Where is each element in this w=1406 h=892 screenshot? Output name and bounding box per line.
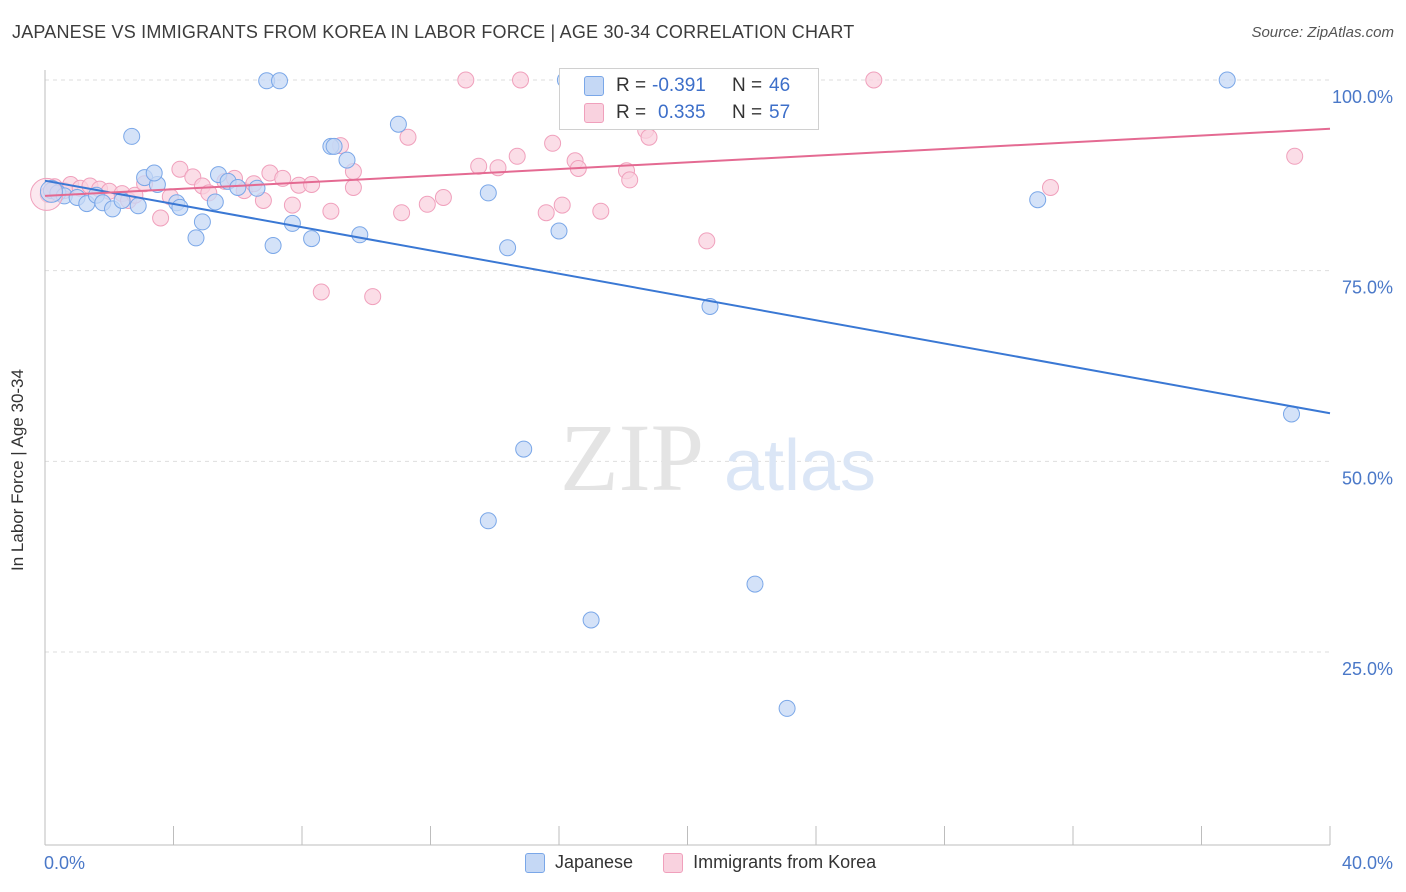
r-label: R = [616,75,647,96]
point-japanese [264,237,282,254]
watermark-zip: ZIP [560,404,704,511]
point-japanese [145,164,163,182]
point-japanese [229,179,247,196]
r-value: -0.391 [652,75,706,96]
point-korea [434,189,452,206]
legend-item-korea: Immigrants from Korea [663,852,876,873]
point-japanese [171,198,189,216]
point-japanese [1218,71,1236,89]
point-japanese [338,151,356,169]
point-korea [553,196,571,214]
bottom-legend: Japanese Immigrants from Korea [525,852,906,873]
point-korea [1286,147,1304,165]
trend-line-japanese [44,179,1331,415]
n-value: 57 [769,102,791,123]
point-korea [470,157,488,175]
point-korea [312,283,330,301]
point-korea [457,71,475,89]
swatch-japanese [584,76,604,96]
point-korea [399,128,417,146]
point-korea [621,171,639,189]
point-japanese [778,699,796,717]
watermark-atlas: atlas [724,426,876,506]
legend-swatch-japanese [525,852,545,873]
point-korea [508,147,526,165]
legend-swatch-korea [663,852,684,873]
swatch-korea [584,103,604,123]
point-japanese [746,575,764,593]
point-korea [1042,179,1059,196]
point-korea [698,232,716,250]
point-japanese [1029,191,1047,209]
point-korea [171,160,189,178]
point-korea [303,176,321,193]
point-japanese [325,137,343,155]
r-value: 0.335 [658,102,706,123]
watermark: ZIP atlas [560,404,876,511]
point-japanese [582,611,600,629]
point-japanese [283,214,301,232]
point-japanese [248,179,266,197]
point-korea [640,128,658,146]
point-japanese [123,127,141,145]
point-japanese [499,239,517,257]
point-japanese [1283,405,1300,423]
trend-lines [44,127,1331,415]
point-korea [152,209,170,227]
x-tick-label-min: 0.0% [44,853,85,873]
point-japanese [479,184,497,202]
point-japanese [550,222,568,240]
data-points [30,71,1304,717]
point-japanese [389,115,407,133]
point-japanese [129,197,147,215]
point-korea [544,134,562,152]
r-label: R = [616,102,647,123]
gridlines [45,79,1330,653]
n-label: N = [732,102,763,123]
source-credit: Source: ZipAtlas.com [1251,24,1394,41]
n-value: 46 [769,75,791,96]
tick-labels: 25.0% 50.0% 75.0% 100.0% 0.0% 40.0% [44,87,1393,873]
y-tick-label: 25.0% [1342,659,1393,679]
y-tick-label: 75.0% [1342,278,1393,298]
point-japanese [271,72,288,90]
chart-title: JAPANESE VS IMMIGRANTS FROM KOREA IN LAB… [12,22,855,42]
point-japanese [515,440,533,458]
stats-legend: R = -0.391 N = 46 R = 0.335 N = 57 [559,68,819,130]
point-japanese [206,193,224,211]
trend-line-korea [44,127,1331,197]
x-tick-label-max: 40.0% [1342,853,1393,873]
point-korea [344,179,362,196]
legend-item-japanese: Japanese [525,852,633,873]
point-japanese [187,229,205,247]
y-tick-label: 100.0% [1332,87,1393,107]
point-korea [283,196,301,214]
point-korea [393,204,411,222]
point-korea [537,204,555,222]
point-japanese [303,230,321,248]
point-korea [364,288,382,306]
point-korea [322,202,340,220]
point-japanese [351,226,369,244]
point-korea [418,195,436,213]
y-tick-label: 50.0% [1342,468,1393,488]
legend-label-korea: Immigrants from Korea [693,852,877,872]
point-korea [592,202,610,220]
legend-label-japanese: Japanese [555,852,634,872]
n-label: N = [732,75,763,96]
point-japanese [479,512,497,530]
point-korea [865,71,883,89]
point-japanese [193,213,211,231]
point-korea [512,71,529,89]
